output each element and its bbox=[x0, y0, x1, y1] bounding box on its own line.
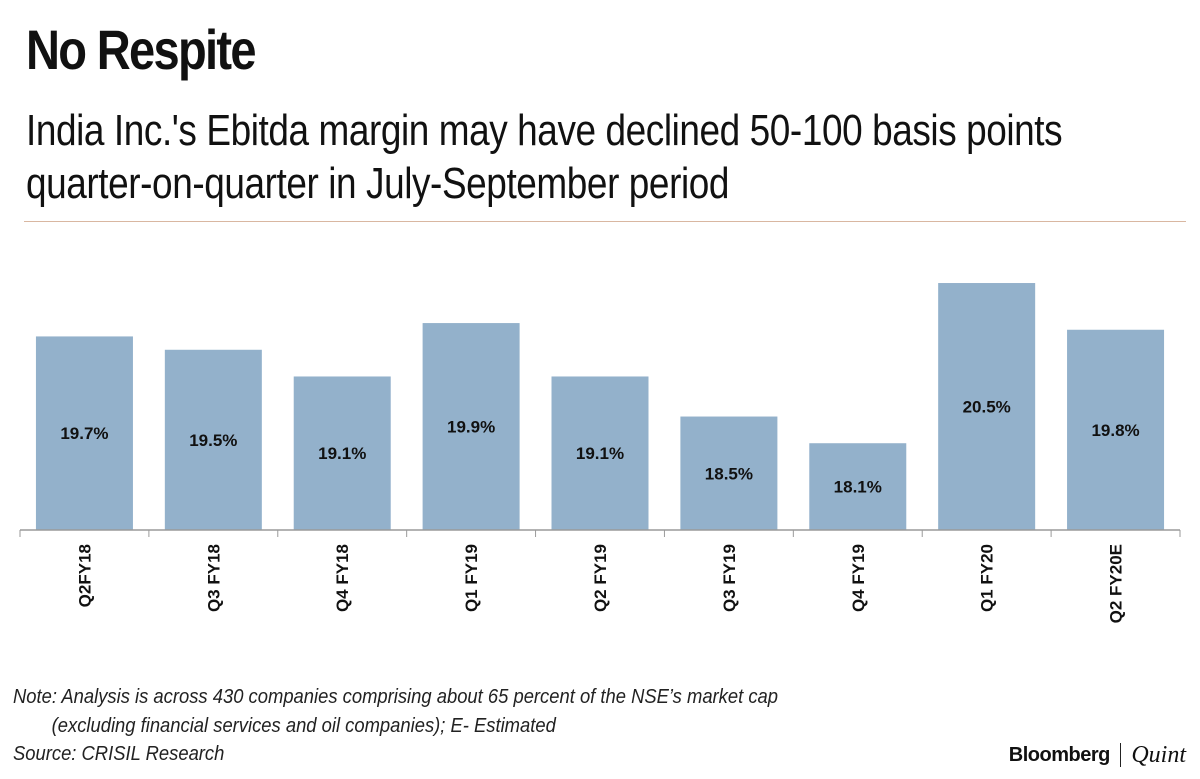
x-tick-label: Q1 FY19 bbox=[462, 544, 481, 612]
bars-group bbox=[35, 283, 1165, 530]
bar bbox=[680, 416, 778, 530]
bar bbox=[938, 283, 1036, 530]
brand-divider bbox=[1119, 743, 1122, 767]
data-label: 19.9% bbox=[447, 418, 495, 437]
x-tick-label: Q4 FY18 bbox=[333, 544, 352, 612]
data-label: 18.1% bbox=[834, 478, 882, 497]
footnote-line-2: (excluding financial services and oil co… bbox=[51, 715, 556, 737]
data-label: 19.1% bbox=[576, 444, 624, 463]
chart-subtitle: India Inc.'s Ebitda margin may have decl… bbox=[26, 106, 1063, 208]
header-divider bbox=[24, 221, 1186, 222]
source-note: Source: CRISIL Research bbox=[13, 743, 225, 765]
bar bbox=[1067, 329, 1165, 530]
bar bbox=[422, 323, 520, 530]
x-tick-label: Q3 FY19 bbox=[720, 544, 739, 612]
data-label: 20.5% bbox=[963, 398, 1011, 417]
x-tick-label: Q2 FY19 bbox=[591, 544, 610, 612]
brand-quint: Quint bbox=[1131, 741, 1186, 768]
data-label: 19.8% bbox=[1091, 421, 1139, 440]
x-tick-label: Q4 FY19 bbox=[849, 544, 868, 612]
bar bbox=[809, 443, 907, 530]
x-axis bbox=[19, 529, 1181, 537]
footnote-line-1: Note: Analysis is across 430 companies c… bbox=[13, 686, 779, 708]
bar bbox=[551, 376, 649, 530]
bar bbox=[164, 349, 262, 530]
x-tick-label: Q3 FY18 bbox=[204, 544, 223, 612]
data-label: 18.5% bbox=[705, 464, 753, 483]
bar bbox=[35, 336, 133, 530]
data-labels-group: 19.7% 19.5% 19.1% 19.9% 19.1% 18.5% 18.1% 20.5%… bbox=[60, 398, 1139, 497]
x-tick-labels-group: Q2FY18 Q3 FY18 Q4 FY18 Q1 FY19 Q2 FY19 Q3 FY1… bbox=[75, 544, 1125, 623]
data-label: 19.5% bbox=[189, 431, 237, 450]
data-label: 19.1% bbox=[318, 444, 366, 463]
bar bbox=[293, 376, 391, 530]
chart-title: No Respite bbox=[26, 18, 257, 81]
x-tick-label: Q2FY18 bbox=[75, 544, 94, 607]
x-tick-label: Q2 FY20E bbox=[1107, 544, 1126, 623]
x-tick-label: Q1 FY20 bbox=[978, 544, 997, 612]
brand-logo: Bloomberg Quint bbox=[1009, 740, 1186, 770]
data-label: 19.7% bbox=[60, 424, 108, 443]
footnote: Note: Analysis is across 430 companies c… bbox=[13, 683, 896, 741]
bar-chart: 19.7% 19.5% 19.1% 19.9% 19.1% 18.5% 18.1% 20.5%… bbox=[19, 283, 1181, 623]
brand-bloomberg: Bloomberg bbox=[1008, 743, 1111, 766]
